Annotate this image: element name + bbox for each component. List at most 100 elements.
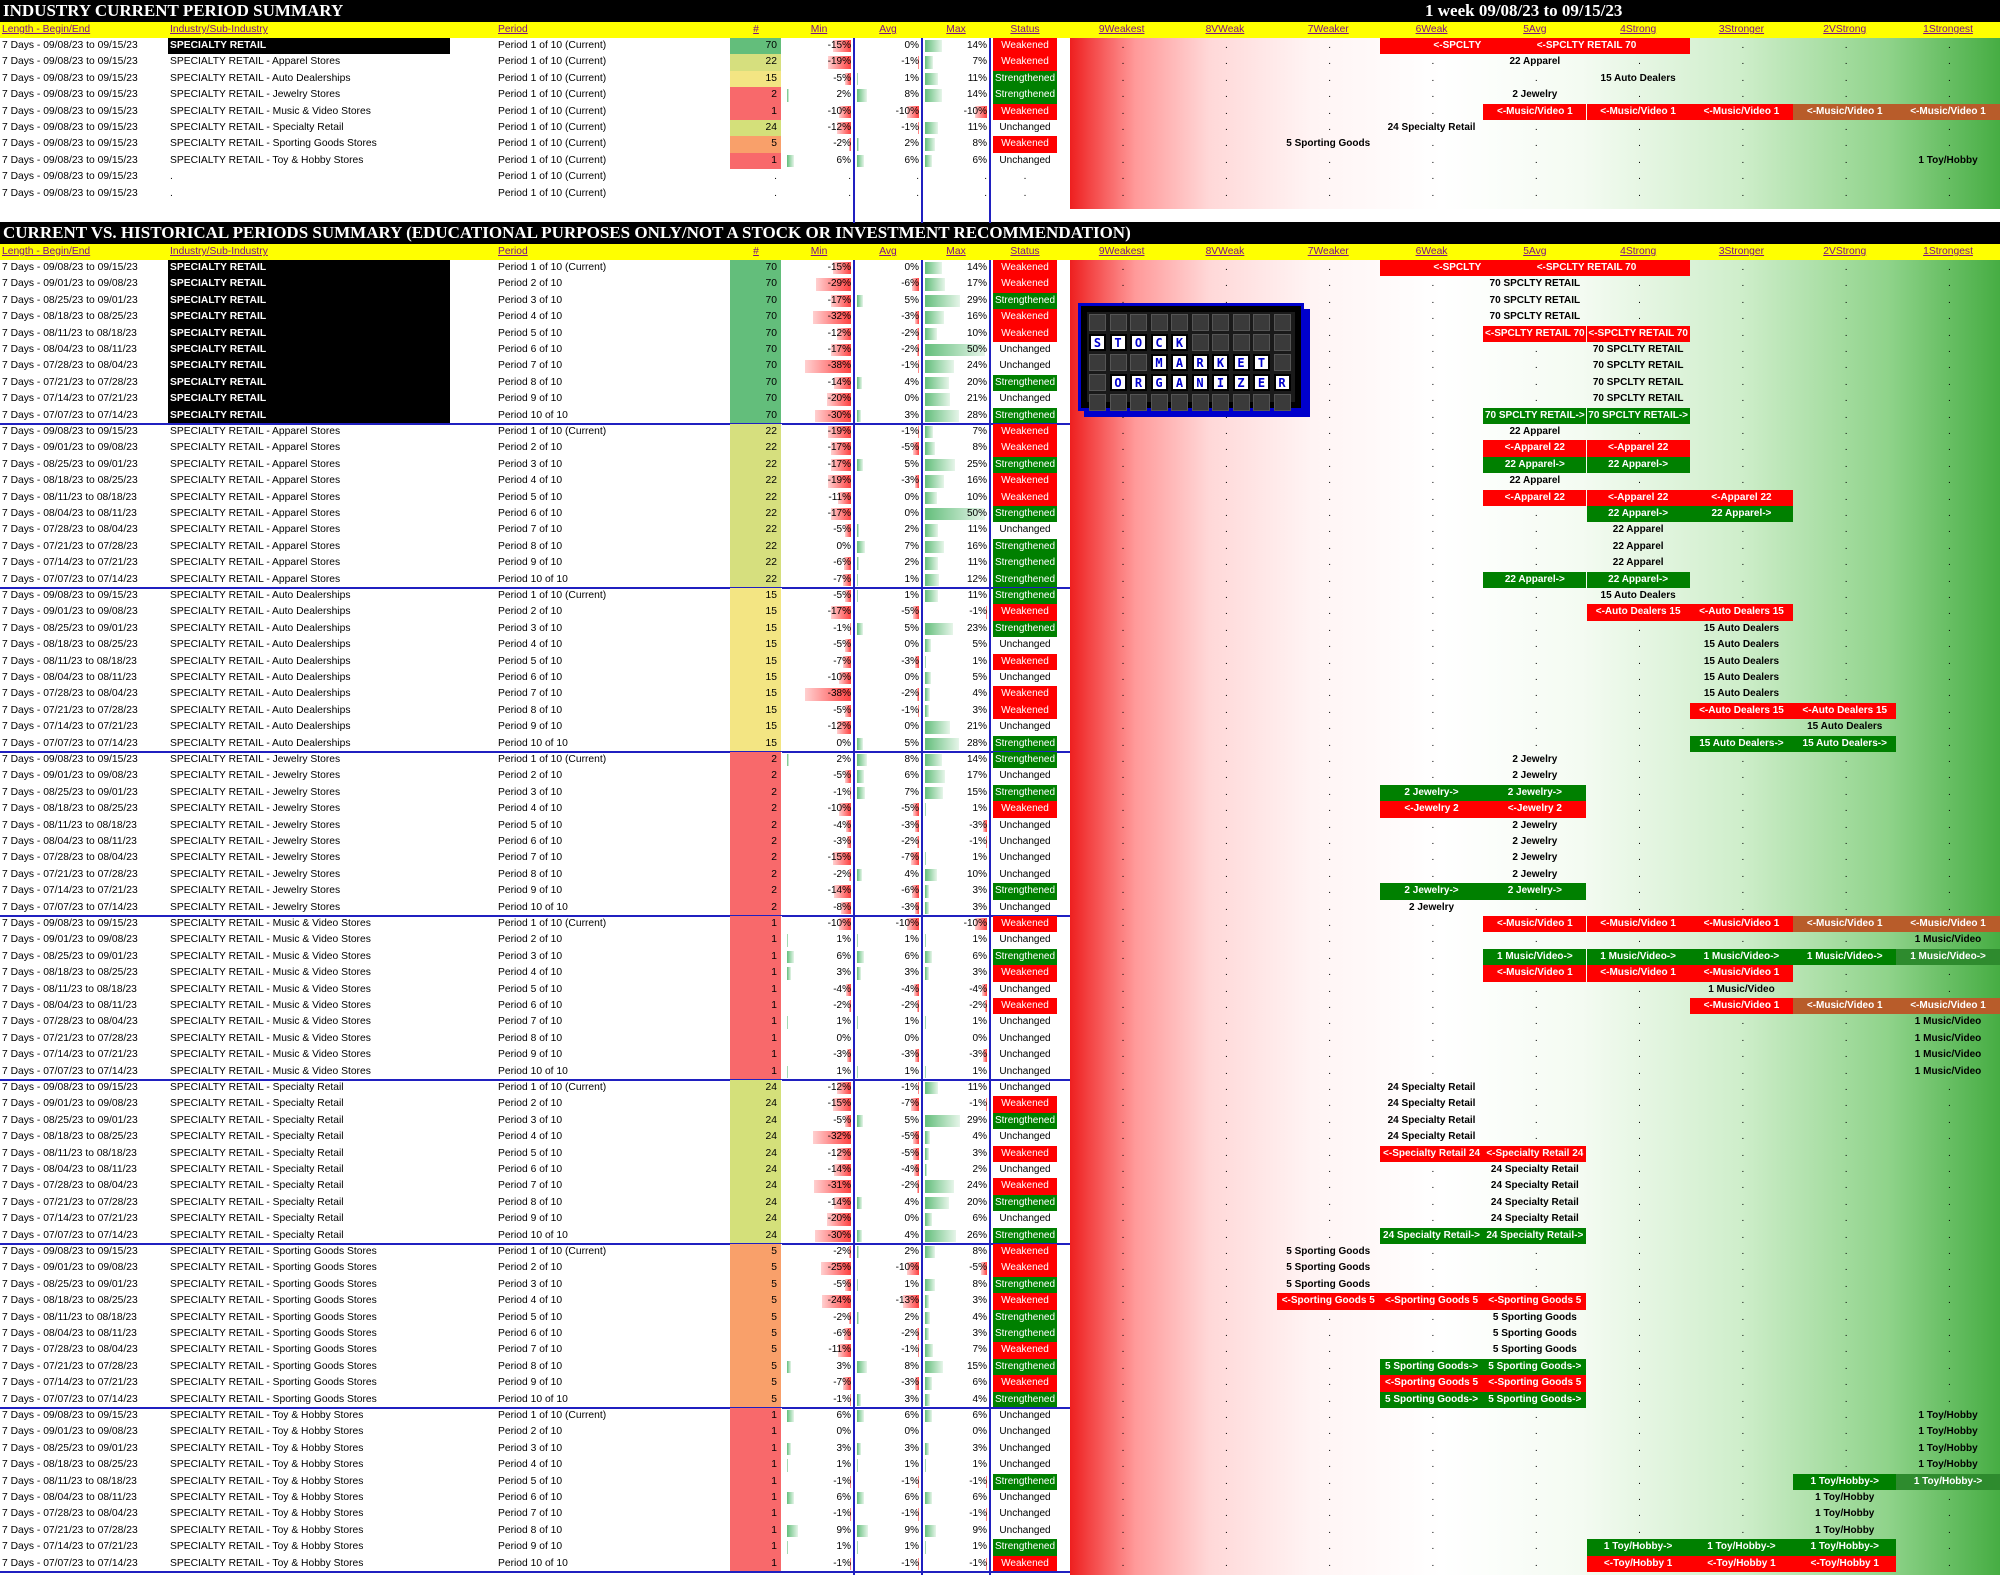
table-row[interactable]: 7 Days - 09/08/23 to 09/15/23 SPECIALTY R… [0,103,2000,120]
table-row[interactable]: 7 Days - 08/25/23 to 09/01/23 SPECIALTY R… [0,620,2000,638]
table-row[interactable]: 7 Days - 09/08/23 to 09/15/23 SPECIALTY R… [0,1408,2000,1425]
table-row[interactable]: 7 Days - 08/04/23 to 08/11/23 SPECIALTY R… [0,342,2000,359]
header-zone[interactable]: 5Avg [1523,246,1547,257]
header-zone[interactable]: 6Weak [1415,246,1448,257]
table-row[interactable]: 7 Days - 08/11/23 to 08/18/23 SPECIALTY R… [0,1473,2000,1490]
table-row[interactable]: 7 Days - 08/25/23 to 09/01/23 SPECIALTY R… [0,948,2000,966]
table-row[interactable]: 7 Days - 09/08/23 to 09/15/23 SPECIALTY R… [0,152,2000,170]
table-row[interactable]: 7 Days - 07/28/23 to 08/04/23 SPECIALTY R… [0,1014,2000,1031]
table-row[interactable]: 7 Days - 08/04/23 to 08/11/23 SPECIALTY R… [0,998,2000,1015]
table-row[interactable]: 7 Days - 09/08/23 to 09/15/23 SPECIALTY R… [0,260,2000,277]
table-row[interactable]: 7 Days - 09/01/23 to 09/08/23 SPECIALTY R… [0,604,2000,621]
table-row[interactable]: 7 Days - 07/28/23 to 08/04/23 SPECIALTY R… [0,1342,2000,1359]
header-ind[interactable]: Industry/Sub-Industry [170,246,268,257]
table-row[interactable]: 7 Days - 09/01/23 to 09/08/23 SPECIALTY R… [0,932,2000,949]
table-row[interactable]: 7 Days - 07/21/23 to 07/28/23 SPECIALTY R… [0,1194,2000,1212]
table-row[interactable]: 7 Days - 07/07/23 to 07/14/23 SPECIALTY R… [0,1063,2000,1080]
table-row[interactable]: 7 Days - 07/14/23 to 07/21/23 SPECIALTY R… [0,1375,2000,1392]
table-row[interactable]: 7 Days - 08/25/23 to 09/01/23 SPECIALTY R… [0,456,2000,474]
table-row[interactable]: 7 Days - 09/08/23 to 09/15/23 SPECIALTY R… [0,916,2000,933]
header-zone[interactable]: 6Weak [1415,24,1448,35]
table-row[interactable]: 7 Days - 07/14/23 to 07/21/23 SPECIALTY R… [0,1539,2000,1556]
table-row[interactable]: 7 Days - 07/14/23 to 07/21/23 SPECIALTY R… [0,1047,2000,1064]
header-zone[interactable]: 2VStrong [1823,246,1867,257]
table-row[interactable]: 7 Days - 09/01/23 to 09/08/23 SPECIALTY R… [0,1096,2000,1113]
table-row[interactable]: 7 Days - 08/25/23 to 09/01/23 SPECIALTY R… [0,1440,2000,1458]
table-row[interactable]: 7 Days - 09/01/23 to 09/08/23 SPECIALTY R… [0,276,2000,293]
header-n[interactable]: # [753,24,759,35]
table-row[interactable]: 7 Days - 09/08/23 to 09/15/23 SPECIALTY R… [0,1244,2000,1261]
header-per[interactable]: Period [498,24,528,35]
table-row[interactable]: 7 Days - 07/21/23 to 07/28/23 SPECIALTY R… [0,1358,2000,1376]
table-row[interactable]: 7 Days - 09/08/23 to 09/15/23 SPECIALTY R… [0,38,2000,55]
table-row[interactable]: 7 Days - 07/07/23 to 07/14/23 SPECIALTY R… [0,899,2000,916]
table-row[interactable]: 7 Days - 08/11/23 to 08/18/23 SPECIALTY R… [0,325,2000,342]
table-row[interactable]: 7 Days - 07/07/23 to 07/14/23 SPECIALTY R… [0,571,2000,588]
header-zone[interactable]: 8VWeak [1205,246,1245,257]
table-row[interactable]: 7 Days - 08/04/23 to 08/11/23 SPECIALTY R… [0,1490,2000,1507]
header-min[interactable]: Min [810,24,828,35]
header-avg[interactable]: Avg [879,246,897,257]
table-row[interactable]: 7 Days - 07/07/23 to 07/14/23 SPECIALTY R… [0,1555,2000,1572]
table-row[interactable]: 7 Days - 08/25/23 to 09/01/23 SPECIALTY R… [0,1112,2000,1130]
header-zone[interactable]: 4Strong [1620,24,1657,35]
table-row[interactable]: 7 Days - 08/25/23 to 09/01/23 SPECIALTY R… [0,784,2000,802]
header-zone[interactable]: 9Weakest [1098,24,1145,35]
header-zone[interactable]: 1Strongest [1923,24,1973,35]
table-row[interactable]: 7 Days - 07/21/23 to 07/28/23 SPECIALTY R… [0,1522,2000,1540]
header-zone[interactable]: 9Weakest [1098,246,1145,257]
header-zone[interactable]: 5Avg [1523,24,1547,35]
table-row[interactable]: 7 Days - 08/11/23 to 08/18/23 SPECIALTY R… [0,981,2000,998]
header-n[interactable]: # [753,246,759,257]
table-row[interactable]: 7 Days - 07/07/23 to 07/14/23 SPECIALTY R… [0,1227,2000,1244]
table-row[interactable]: 7 Days - 07/28/23 to 08/04/23 SPECIALTY R… [0,850,2000,867]
table-row[interactable]: 7 Days - 08/18/23 to 08/25/23 SPECIALTY R… [0,965,2000,982]
table-row[interactable]: 7 Days - 08/11/23 to 08/18/23 SPECIALTY R… [0,817,2000,834]
header-zone[interactable]: 1Strongest [1923,246,1973,257]
table-row[interactable]: 7 Days - 07/21/23 to 07/28/23 SPECIALTY R… [0,1030,2000,1048]
header-zone[interactable]: 4Strong [1620,246,1657,257]
header-zone[interactable]: 2VStrong [1823,24,1867,35]
header-len[interactable]: Length - Begin/End [2,24,91,35]
table-row[interactable]: 7 Days - 09/08/23 to 09/15/23 SPECIALTY R… [0,1080,2000,1097]
table-row[interactable]: 7 Days - 07/21/23 to 07/28/23 SPECIALTY R… [0,538,2000,556]
table-row[interactable]: 7 Days - 07/14/23 to 07/21/23 SPECIALTY R… [0,391,2000,408]
header-zone[interactable]: 7Weaker [1307,24,1349,35]
table-row[interactable]: 7 Days - 09/01/23 to 09/08/23 SPECIALTY R… [0,440,2000,457]
table-row[interactable]: 7 Days - 09/08/23 to 09/15/23 SPECIALTY R… [0,752,2000,769]
header-ind[interactable]: Industry/Sub-Industry [170,24,268,35]
table-row[interactable]: 7 Days - 09/08/23 to 09/15/23 SPECIALTY R… [0,588,2000,605]
table-row[interactable]: 7 Days - 08/11/23 to 08/18/23 SPECIALTY R… [0,489,2000,506]
header-min[interactable]: Min [810,246,828,257]
table-row[interactable]: 7 Days - 07/07/23 to 07/14/23 SPECIALTY R… [0,1391,2000,1408]
table-row[interactable]: 7 Days - 07/28/23 to 08/04/23 SPECIALTY R… [0,1506,2000,1523]
table-row[interactable]: 7 Days - 08/18/23 to 08/25/23 SPECIALTY R… [0,1129,2000,1146]
table-row[interactable]: 7 Days - 07/14/23 to 07/21/23 SPECIALTY R… [0,719,2000,736]
table-row[interactable]: 7 Days - 07/28/23 to 08/04/23 SPECIALTY R… [0,686,2000,703]
table-row[interactable]: 7 Days - 08/11/23 to 08/18/23 SPECIALTY R… [0,1309,2000,1326]
table-row[interactable]: 7 Days - 07/28/23 to 08/04/23 SPECIALTY R… [0,522,2000,539]
table-row[interactable]: 7 Days - 09/01/23 to 09/08/23 SPECIALTY R… [0,1424,2000,1441]
table-row[interactable]: 7 Days - 07/21/23 to 07/28/23 SPECIALTY R… [0,702,2000,720]
header-max[interactable]: Max [946,246,966,257]
table-row[interactable]: 7 Days - 07/14/23 to 07/21/23 SPECIALTY R… [0,883,2000,900]
table-row[interactable]: 7 Days - 08/18/23 to 08/25/23 SPECIALTY R… [0,801,2000,818]
table-row[interactable]: 7 Days - 09/08/23 to 09/15/23 SPECIALTY R… [0,70,2000,88]
table-row[interactable]: 7 Days - 07/21/23 to 07/28/23 SPECIALTY R… [0,866,2000,884]
header-zone[interactable]: 3Stronger [1718,24,1765,35]
table-row[interactable]: 7 Days - 09/01/23 to 09/08/23 SPECIALTY R… [0,1260,2000,1277]
header-max[interactable]: Max [946,24,966,35]
header-zone[interactable]: 8VWeak [1205,24,1245,35]
table-row[interactable]: 7 Days - 08/18/23 to 08/25/23 SPECIALTY R… [0,1457,2000,1474]
table-row[interactable]: 7 Days - 09/08/23 to 09/15/23 SPECIALTY R… [0,87,2000,104]
table-row[interactable]: 7 Days - 08/25/23 to 09/01/23 SPECIALTY R… [0,292,2000,310]
table-row[interactable]: 7 Days - 09/08/23 to 09/15/23. Period 1 o… [0,185,2000,202]
table-row[interactable]: 7 Days - 09/08/23 to 09/15/23 SPECIALTY R… [0,424,2000,441]
table-row[interactable]: 7 Days - 08/04/23 to 08/11/23 SPECIALTY R… [0,506,2000,523]
table-row[interactable]: 7 Days - 08/04/23 to 08/11/23 SPECIALTY R… [0,834,2000,851]
table-row[interactable]: 7 Days - 07/07/23 to 07/14/23 SPECIALTY R… [0,407,2000,424]
table-row[interactable]: 7 Days - 07/28/23 to 08/04/23 SPECIALTY R… [0,1178,2000,1195]
header-st[interactable]: Status [1010,24,1040,35]
table-row[interactable]: 7 Days - 09/08/23 to 09/15/23 SPECIALTY R… [0,54,2000,71]
table-row[interactable]: 7 Days - 08/18/23 to 08/25/23 SPECIALTY R… [0,473,2000,490]
